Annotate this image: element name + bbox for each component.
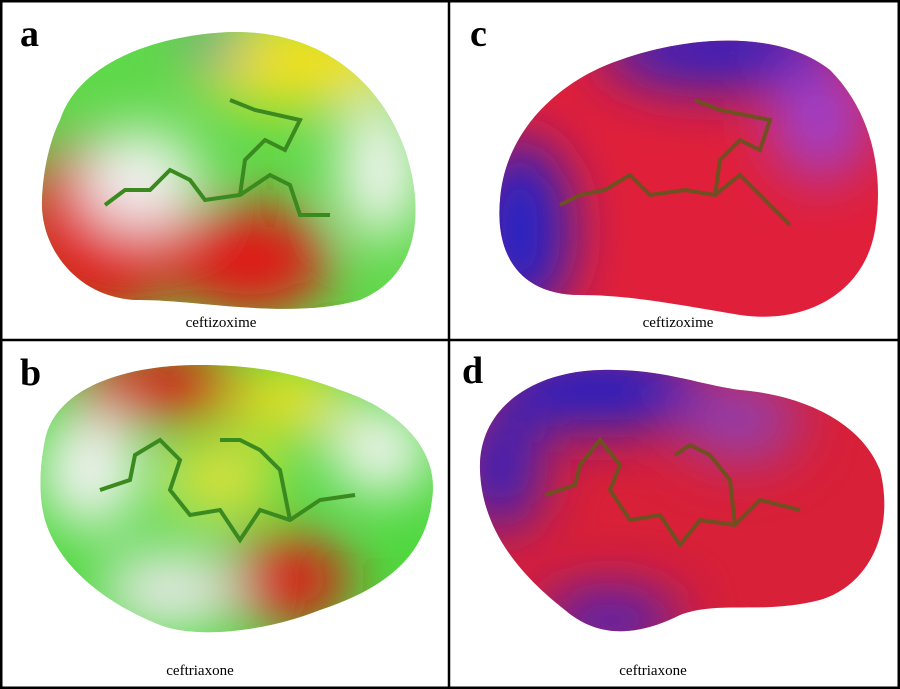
panel-label: d xyxy=(462,350,483,392)
caption: ceftriaxone xyxy=(166,663,234,679)
panel-label: b xyxy=(20,352,41,394)
surface-a xyxy=(0,0,449,340)
caption: ceftizoxime xyxy=(186,315,257,331)
surface-c xyxy=(450,0,900,340)
panel-label: c xyxy=(470,13,487,55)
caption: ceftriaxone xyxy=(619,663,687,679)
surface-d xyxy=(450,341,900,689)
figure: a c b d ceftizoxime ceftizoxime ceftriax… xyxy=(0,0,900,689)
caption: ceftizoxime xyxy=(643,315,714,331)
panel-label: a xyxy=(20,13,39,55)
